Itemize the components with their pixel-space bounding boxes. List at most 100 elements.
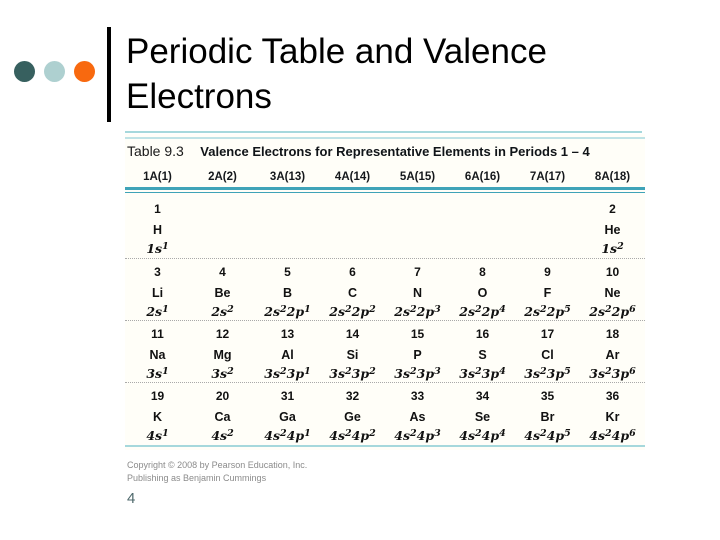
atomic-number: 18 — [605, 327, 620, 341]
electron-configuration: 3s23p2 — [329, 366, 376, 381]
element-symbol: Ge — [344, 410, 361, 424]
element-cell: 20 Ca 4s2 — [190, 383, 255, 444]
electron-configuration: 2s2 — [211, 304, 234, 319]
element-symbol: Si — [346, 348, 359, 362]
atomic-number: 11 — [151, 327, 164, 341]
element-symbol: Al — [281, 348, 294, 362]
atomic-number: 1 — [154, 202, 161, 216]
atomic-number: 4 — [219, 265, 226, 279]
column-header: 8A(18) — [594, 171, 631, 183]
element-cell: 19 K 4s1 — [125, 383, 190, 444]
element-cell: 35 Br 4s24p5 — [515, 383, 580, 444]
electron-configuration: 3s2 — [211, 366, 234, 381]
slide-title-line-1: Periodic Table and Valence — [126, 32, 547, 71]
atomic-number: 3 — [154, 265, 161, 279]
atomic-number: 32 — [345, 389, 360, 403]
empty-cell — [190, 196, 255, 258]
element-symbol: H — [152, 223, 163, 237]
element-symbol: Ga — [279, 410, 296, 424]
element-cell: 13 Al 3s23p1 — [255, 321, 320, 382]
header-double-rule — [125, 187, 645, 193]
electron-configuration: 4s2 — [211, 428, 234, 443]
atomic-number: 6 — [349, 265, 356, 279]
element-symbol: O — [477, 286, 488, 300]
electron-configuration: 4s24p5 — [524, 428, 571, 443]
element-cell: 16 S 3s23p4 — [450, 321, 515, 382]
element-symbol: Br — [540, 410, 555, 424]
column-header: 1A(1) — [143, 171, 172, 183]
element-cell: 7 N 2s22p3 — [385, 259, 450, 320]
column-header: 5A(15) — [399, 171, 436, 183]
slide-title: Periodic Table and Valence Electrons — [126, 29, 547, 119]
table-caption-title: Valence Electrons for Representative Ele… — [200, 144, 590, 159]
element-symbol: Se — [474, 410, 491, 424]
slide-page-number: 4 — [127, 490, 136, 507]
period-row-3: 11 Na 3s1 12 Mg 3s2 13 Al 3s23p1 14 Si 3s23p2 15 P 3s2… — [125, 320, 645, 382]
atomic-number: 13 — [280, 327, 295, 341]
atomic-number: 10 — [605, 265, 620, 279]
element-symbol: Be — [214, 286, 231, 300]
atomic-number: 31 — [280, 389, 295, 403]
atomic-number: 17 — [540, 327, 555, 341]
electron-configuration: 2s22p3 — [394, 304, 441, 319]
element-symbol: K — [152, 410, 163, 424]
electron-configuration: 2s22p2 — [329, 304, 376, 319]
title-underline — [125, 131, 642, 133]
element-cell: 12 Mg 3s2 — [190, 321, 255, 382]
column-header: 4A(14) — [334, 171, 371, 183]
electron-configuration: 3s23p3 — [394, 366, 441, 381]
element-cell: 8 O 2s22p4 — [450, 259, 515, 320]
atomic-number: 33 — [410, 389, 425, 403]
electron-configuration: 1s1 — [146, 241, 169, 256]
empty-cell — [450, 196, 515, 258]
atomic-number: 2 — [609, 202, 616, 216]
copyright-notice: Copyright © 2008 by Pearson Education, I… — [127, 459, 307, 485]
atomic-number: 14 — [345, 327, 360, 341]
element-cell: 10 Ne 2s22p6 — [580, 259, 645, 320]
atomic-number: 8 — [479, 265, 486, 279]
element-cell: 9 F 2s22p5 — [515, 259, 580, 320]
empty-cell — [515, 196, 580, 258]
copyright-line-2: Publishing as Benjamin Cummings — [127, 473, 267, 483]
element-cell: 14 Si 3s23p2 — [320, 321, 385, 382]
element-cell: 34 Se 4s24p4 — [450, 383, 515, 444]
electron-configuration: 4s24p2 — [329, 428, 376, 443]
element-cell: 1 H 1s1 — [125, 196, 190, 258]
electron-configuration: 2s22p4 — [459, 304, 506, 319]
slide-title-line-2: Electrons — [126, 77, 272, 116]
table-bottom-rule — [125, 445, 645, 447]
electron-configuration: 4s24p6 — [589, 428, 636, 443]
element-symbol: Ar — [605, 348, 620, 362]
bullet-dot-orange-icon — [74, 61, 95, 82]
element-symbol: Ne — [604, 286, 621, 300]
column-header: 6A(16) — [464, 171, 501, 183]
electron-configuration: 3s23p6 — [589, 366, 636, 381]
element-symbol: Kr — [605, 410, 620, 424]
atomic-number: 36 — [605, 389, 620, 403]
empty-cell — [385, 196, 450, 258]
element-symbol: N — [412, 286, 423, 300]
bullet-dot-lightblue-icon — [44, 61, 65, 82]
table-caption: Table 9.3 Valence Electrons for Represen… — [127, 143, 590, 161]
electron-configuration: 3s23p1 — [264, 366, 311, 381]
electron-configuration: 4s24p3 — [394, 428, 441, 443]
element-cell: 11 Na 3s1 — [125, 321, 190, 382]
electron-configuration: 4s1 — [146, 428, 169, 443]
column-header: 2A(2) — [208, 171, 237, 183]
bullet-dot-teal-icon — [14, 61, 35, 82]
atomic-number: 16 — [475, 327, 490, 341]
atomic-number: 15 — [410, 327, 425, 341]
electron-configuration: 3s23p5 — [524, 366, 571, 381]
element-symbol: C — [347, 286, 358, 300]
electron-configuration: 1s2 — [601, 241, 624, 256]
element-cell: 32 Ge 4s24p2 — [320, 383, 385, 444]
electron-configuration: 2s22p6 — [589, 304, 636, 319]
element-symbol: Ca — [214, 410, 231, 424]
atomic-number: 9 — [544, 265, 551, 279]
atomic-number: 19 — [150, 389, 165, 403]
element-cell: 31 Ga 4s24p1 — [255, 383, 320, 444]
element-cell: 36 Kr 4s24p6 — [580, 383, 645, 444]
copyright-line-1: Copyright © 2008 by Pearson Education, I… — [127, 460, 308, 470]
valence-electrons-table-figure: Table 9.3 Valence Electrons for Represen… — [125, 134, 645, 450]
